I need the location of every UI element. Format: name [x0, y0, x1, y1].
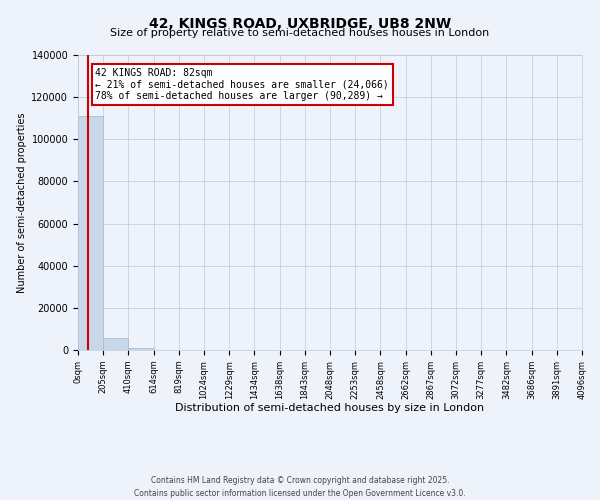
- Y-axis label: Number of semi-detached properties: Number of semi-detached properties: [17, 112, 27, 292]
- X-axis label: Distribution of semi-detached houses by size in London: Distribution of semi-detached houses by …: [175, 404, 485, 413]
- Bar: [128, 348, 154, 350]
- Text: 42, KINGS ROAD, UXBRIDGE, UB8 2NW: 42, KINGS ROAD, UXBRIDGE, UB8 2NW: [149, 18, 451, 32]
- Text: Size of property relative to semi-detached houses houses in London: Size of property relative to semi-detach…: [110, 28, 490, 38]
- Text: 42 KINGS ROAD: 82sqm
← 21% of semi-detached houses are smaller (24,066)
78% of s: 42 KINGS ROAD: 82sqm ← 21% of semi-detac…: [95, 68, 389, 101]
- Bar: [103, 338, 128, 350]
- Bar: [78, 116, 103, 350]
- Text: Contains HM Land Registry data © Crown copyright and database right 2025.
Contai: Contains HM Land Registry data © Crown c…: [134, 476, 466, 498]
